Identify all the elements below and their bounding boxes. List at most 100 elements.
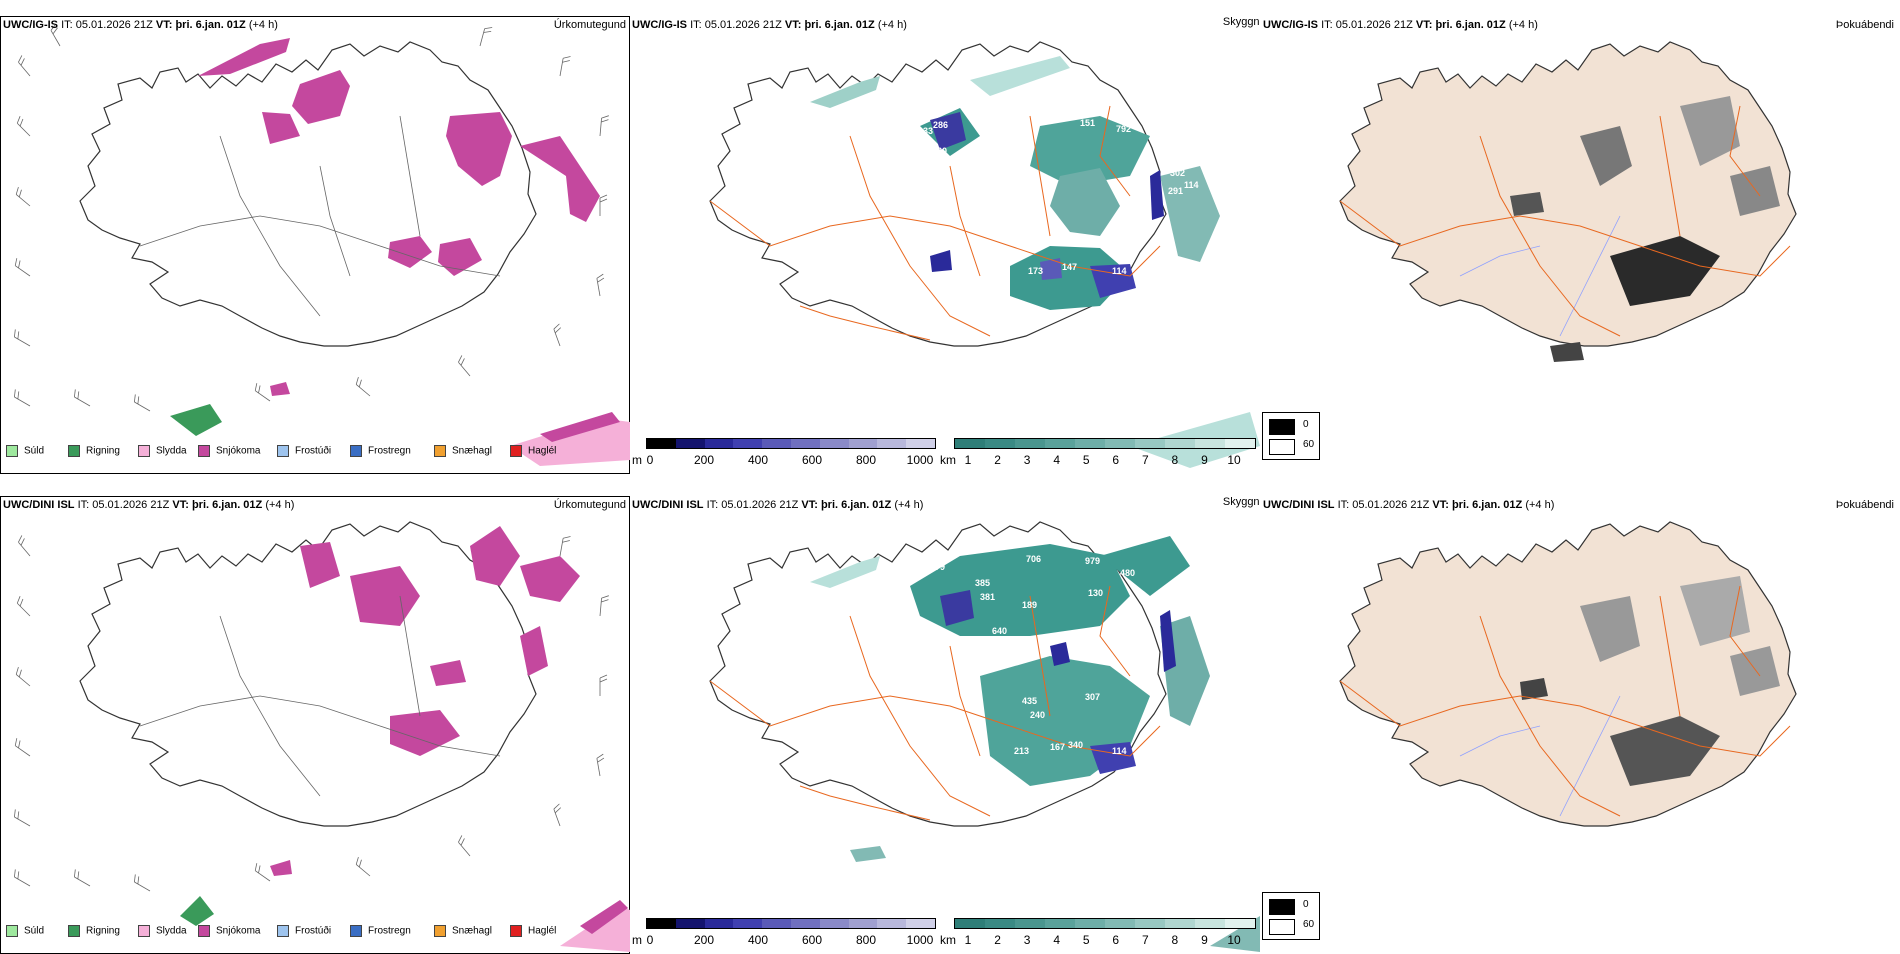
legend-swatch [277, 925, 289, 937]
colorbar-cells [646, 438, 936, 449]
label: 286 [933, 120, 948, 130]
valid-time: þri. 6.jan. 01Z [191, 499, 263, 511]
legend-item: Snæhagl [434, 445, 492, 457]
fog-legend-swatch [1269, 899, 1295, 915]
colorbar-tick: 4 [1053, 933, 1060, 947]
init-label: IT: [1337, 499, 1350, 511]
legend-item: Snjókoma [198, 445, 260, 457]
legend-item: Rigning [68, 445, 120, 457]
colorbar-unit: km [940, 933, 956, 947]
legend-item: Slydda [138, 445, 187, 457]
cloud-base-labels: 379 385 706 979 480 381 189 640 376 369 … [930, 554, 1145, 756]
road-network [139, 115, 501, 317]
valid-label: VT: [1415, 19, 1433, 31]
cloud-base-labels: 379 322 788 151 792 286 133 220 302 291 … [918, 96, 1199, 276]
colorbar-tick: 7 [1141, 453, 1149, 467]
legend-item: Haglél [510, 925, 556, 937]
colorbar-cell [848, 439, 878, 448]
valid-label: VT: [801, 499, 818, 511]
colorbar-cell [704, 919, 734, 928]
colorbar-cell [733, 439, 763, 448]
colorbar-cell [1195, 439, 1225, 448]
label: 151 [1080, 118, 1095, 128]
fog-legend-swatch [1269, 919, 1295, 935]
legend-label: Haglél [528, 445, 557, 457]
colorbar-cell [1225, 919, 1255, 928]
legend-swatch [68, 925, 80, 937]
init-label: IT: [1321, 19, 1333, 31]
colorbar-cell [1075, 439, 1105, 448]
colorbar-unit: m [632, 933, 642, 947]
colorbar-tick: 2 [994, 933, 1001, 947]
label: 379 [930, 102, 945, 112]
low-cloud-areas [930, 112, 1164, 298]
label: 792 [1116, 124, 1131, 134]
label: 322 [975, 114, 990, 124]
valid-label: VT: [155, 19, 173, 31]
legend-label: Haglél [528, 925, 557, 937]
colorbar-tick: 1 [964, 933, 972, 947]
colorbar-tick: 1 [964, 453, 972, 467]
label: 979 [1085, 556, 1100, 566]
label: 167 [1050, 742, 1065, 752]
label: 133 [918, 126, 933, 136]
legend-swatch [434, 925, 446, 937]
init-time: 05.01.2026 21Z [1352, 499, 1430, 511]
colorbar-tick: 600 [801, 933, 823, 947]
fog-legend-value: 0 [1303, 899, 1309, 910]
legend-label: Rigning [86, 445, 120, 457]
legend-label: Snjókoma [216, 445, 261, 457]
lead-time: (+4 h) [1525, 499, 1555, 511]
colorbar-tick: 0 [646, 933, 654, 947]
legend-swatch [6, 925, 18, 937]
legend-item: Haglél [510, 445, 556, 457]
precip-type-panel-dini-isl: UWC/DINI ISL IT: 05.01.2026 21Z VT: þri.… [0, 496, 630, 954]
low-cloud-areas [940, 590, 1176, 774]
colorbar-cell [1075, 919, 1105, 928]
fog-legend-swatch [1269, 439, 1295, 455]
legend-label: Frostúði [295, 925, 332, 937]
colorbar-cell [1045, 439, 1075, 448]
fog-index-legend: 0 60 [1262, 412, 1320, 460]
colorbar-tick: 9 [1201, 933, 1208, 947]
label: 369 [960, 644, 975, 654]
panel-frame [0, 16, 630, 474]
legend-label: Slydda [156, 445, 187, 457]
panel-title: Úrkomutegund [553, 499, 626, 511]
label: 114 [1184, 180, 1199, 190]
legend-swatch [198, 925, 210, 937]
colorbar-tick: 6 [1112, 933, 1120, 947]
panel-header: UWC/DINI ISL IT: 05.01.2026 21Z VT: þri.… [3, 499, 294, 511]
model-name: UWC/DINI ISL [632, 499, 704, 511]
label: 240 [1030, 710, 1045, 720]
label: 480 [1120, 568, 1135, 578]
road-network [139, 595, 501, 797]
fog-shading [1510, 96, 1780, 362]
legend-swatch [138, 445, 150, 457]
legend-item: Frostúði [277, 925, 331, 937]
colorbar-cell [733, 919, 763, 928]
valid-label: VT: [1432, 499, 1449, 511]
road-network [709, 585, 1161, 821]
valid-time: þri. 6.jan. 01Z [820, 499, 892, 511]
label: 140 [1130, 630, 1145, 640]
colorbar-tick: 5 [1082, 933, 1090, 947]
colorbar-tick: 7 [1141, 933, 1149, 947]
cloud-base-panel-ig-is: 379 322 788 151 792 286 133 220 302 291 … [630, 16, 1260, 474]
panel-header: UWC/DINI ISL IT: 05.01.2026 21Z VT: þri.… [632, 499, 923, 511]
colorbar-cell [906, 919, 935, 928]
legend-item: Súld [6, 445, 44, 457]
colorbar-unit: m [632, 453, 642, 467]
road-network [1339, 105, 1791, 337]
precip-type-map [11, 521, 630, 952]
precip-type-panel-ig-is: UWC/IG-IS IT: 05.01.2026 21Z VT: þri. 6.… [0, 16, 630, 474]
label: 706 [1026, 554, 1041, 564]
label: 385 [975, 578, 990, 588]
colorbar-tick: 10 [1227, 933, 1241, 947]
label: 114 [1112, 746, 1127, 756]
colorbar-cell [647, 919, 676, 928]
init-time: 05.01.2026 21Z [704, 19, 782, 31]
colorbar-cells [646, 918, 936, 929]
legend-swatch [350, 925, 362, 937]
label: 130 [1088, 588, 1103, 598]
